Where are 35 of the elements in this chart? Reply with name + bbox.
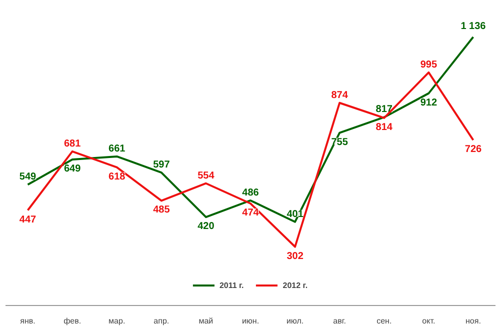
x-tick-label: июл.	[286, 316, 304, 326]
x-tick-label: май	[198, 316, 214, 326]
data-label: 618	[108, 171, 126, 182]
x-tick-label: окт.	[422, 316, 436, 326]
data-label: 874	[331, 90, 348, 101]
data-label: 681	[64, 138, 82, 150]
legend-label: 2012 г.	[282, 280, 308, 290]
x-tick-label: фев.	[64, 316, 82, 326]
data-label: 447	[19, 214, 37, 226]
x-tick-label: сен.	[376, 316, 392, 326]
data-label: 661	[108, 143, 126, 154]
data-label: 726	[464, 144, 482, 156]
data-label: 554	[198, 170, 215, 182]
data-label: 912	[420, 97, 438, 108]
data-label: 995	[420, 59, 438, 70]
data-label: 485	[153, 204, 170, 216]
data-label: 597	[153, 160, 170, 171]
data-label: 401	[286, 208, 304, 220]
data-label: 1 136	[460, 20, 486, 32]
x-tick-label: авг.	[333, 316, 346, 326]
data-label: 474	[242, 207, 260, 218]
data-label: 814	[376, 122, 393, 133]
data-label: 420	[198, 221, 215, 232]
data-label: 486	[242, 187, 260, 198]
x-tick-label: июн.	[242, 316, 260, 326]
data-label: 817	[376, 104, 393, 116]
data-label: 755	[331, 136, 348, 148]
x-tick-label: мар.	[108, 316, 126, 326]
x-tick-label: ноя.	[466, 316, 481, 326]
data-label: 649	[64, 163, 82, 174]
data-label: 549	[19, 172, 37, 183]
x-tick-label: янв.	[20, 316, 36, 326]
x-tick-label: апр.	[154, 316, 170, 326]
legend-label: 2011 г.	[219, 280, 244, 290]
data-label: 302	[286, 250, 304, 262]
